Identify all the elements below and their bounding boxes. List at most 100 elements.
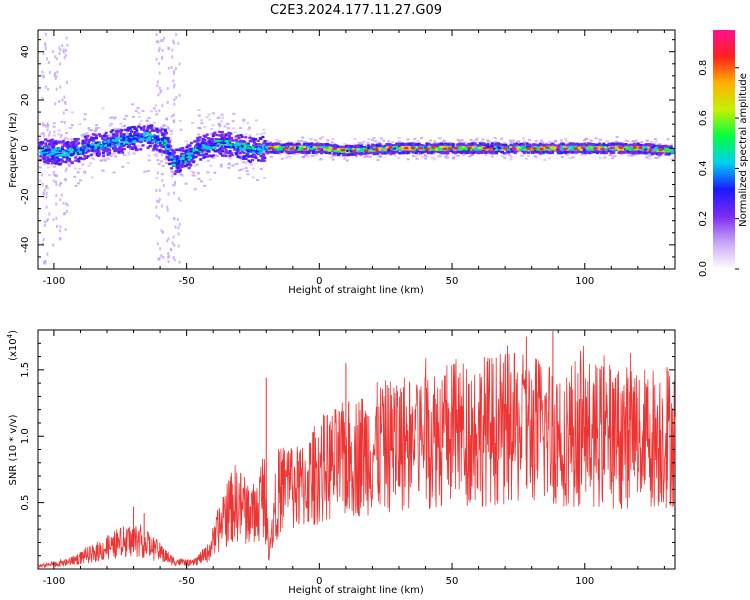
heat-cell bbox=[61, 98, 64, 102]
heat-cell bbox=[559, 149, 563, 153]
figure-title: C2E3.2024.177.11.27.G09 bbox=[270, 3, 442, 18]
heat-cell bbox=[353, 153, 357, 156]
heat-cell bbox=[300, 149, 304, 153]
heat-cell bbox=[172, 113, 175, 117]
heat-cell bbox=[109, 130, 113, 133]
heat-cell bbox=[261, 148, 265, 151]
heat-cell bbox=[275, 150, 279, 153]
heat-cell bbox=[653, 144, 657, 148]
heat-cell bbox=[446, 156, 450, 159]
heat-cell bbox=[207, 113, 211, 116]
heat-cell bbox=[608, 142, 612, 146]
heat-cell bbox=[101, 148, 105, 151]
heat-cell bbox=[102, 158, 106, 161]
heat-cell bbox=[132, 142, 136, 146]
heat-cell bbox=[256, 139, 260, 142]
heat-cell bbox=[235, 135, 239, 138]
heat-cell bbox=[202, 134, 206, 138]
heat-cell bbox=[251, 151, 255, 154]
heat-cell bbox=[60, 134, 63, 138]
heat-cell bbox=[452, 156, 456, 159]
heat-cell bbox=[160, 173, 164, 176]
heat-cell bbox=[111, 129, 115, 132]
heat-cell bbox=[231, 120, 235, 123]
heat-cell bbox=[467, 143, 471, 146]
heat-cell bbox=[80, 134, 84, 137]
heat-cell bbox=[46, 57, 49, 61]
heat-cell bbox=[265, 148, 269, 151]
heat-cell bbox=[201, 152, 205, 155]
heat-cell bbox=[86, 155, 90, 158]
heat-cell bbox=[162, 140, 166, 143]
heat-cell bbox=[128, 132, 132, 136]
heat-cell bbox=[243, 140, 247, 144]
heat-cell bbox=[429, 146, 433, 149]
heat-cell bbox=[564, 151, 568, 155]
heat-cell bbox=[236, 155, 240, 158]
heat-cell bbox=[166, 205, 169, 209]
heat-cell bbox=[206, 171, 210, 174]
heat-cell bbox=[248, 134, 252, 137]
heat-cell bbox=[101, 137, 105, 140]
heat-cell bbox=[227, 161, 231, 164]
heat-cell bbox=[437, 149, 441, 153]
heat-cell bbox=[303, 154, 307, 157]
heat-cell bbox=[87, 164, 91, 167]
heat-cell bbox=[64, 49, 67, 53]
heat-cell bbox=[49, 159, 53, 163]
heat-cell bbox=[240, 141, 244, 144]
heat-cell bbox=[310, 142, 314, 145]
heat-cell bbox=[487, 150, 491, 154]
heat-cell bbox=[172, 149, 176, 153]
heat-cell bbox=[430, 151, 434, 155]
heat-cell bbox=[607, 151, 611, 154]
heat-cell bbox=[568, 157, 572, 160]
heat-cell bbox=[154, 140, 158, 143]
heat-cell bbox=[521, 137, 525, 140]
heat-cell bbox=[490, 155, 494, 158]
heat-cell bbox=[160, 204, 163, 208]
heat-cell bbox=[54, 76, 57, 80]
heat-cell bbox=[568, 150, 572, 153]
heat-cell bbox=[154, 110, 158, 113]
heat-cell bbox=[85, 135, 89, 138]
heat-cell bbox=[162, 184, 165, 188]
heat-cell bbox=[239, 126, 243, 129]
heat-cell bbox=[114, 149, 118, 153]
heat-cell bbox=[289, 142, 293, 146]
heat-cell bbox=[391, 140, 395, 143]
heat-cell bbox=[194, 155, 198, 159]
heat-cell bbox=[81, 157, 85, 161]
heat-cell bbox=[332, 152, 336, 156]
heat-cell bbox=[169, 145, 173, 148]
heat-cell bbox=[261, 152, 265, 156]
heat-cell bbox=[246, 122, 250, 125]
heat-cell bbox=[173, 69, 176, 73]
heat-cell bbox=[139, 148, 143, 151]
heat-cell bbox=[262, 159, 266, 162]
heat-cell bbox=[158, 188, 161, 192]
heat-cell bbox=[155, 176, 159, 179]
heat-cell bbox=[178, 222, 181, 226]
heat-cell bbox=[70, 111, 74, 114]
heat-cell bbox=[535, 156, 539, 159]
heat-cell bbox=[83, 118, 87, 121]
heat-cell bbox=[485, 148, 489, 151]
heat-cell bbox=[53, 73, 56, 77]
heat-cell bbox=[70, 138, 74, 141]
heat-cell bbox=[659, 146, 663, 149]
heat-cell bbox=[104, 149, 108, 152]
heat-cell bbox=[425, 142, 429, 145]
heat-cell bbox=[278, 139, 282, 142]
heat-cell bbox=[540, 140, 544, 143]
heat-cell bbox=[547, 144, 551, 147]
heat-cell bbox=[196, 171, 200, 174]
heat-cell bbox=[86, 142, 90, 145]
heat-cell bbox=[598, 142, 602, 145]
heat-cell bbox=[66, 146, 70, 149]
heat-cell bbox=[133, 131, 137, 134]
heat-cell bbox=[110, 152, 114, 155]
heat-cell bbox=[83, 141, 87, 145]
heat-cell bbox=[157, 257, 160, 261]
heat-cell bbox=[203, 155, 207, 159]
